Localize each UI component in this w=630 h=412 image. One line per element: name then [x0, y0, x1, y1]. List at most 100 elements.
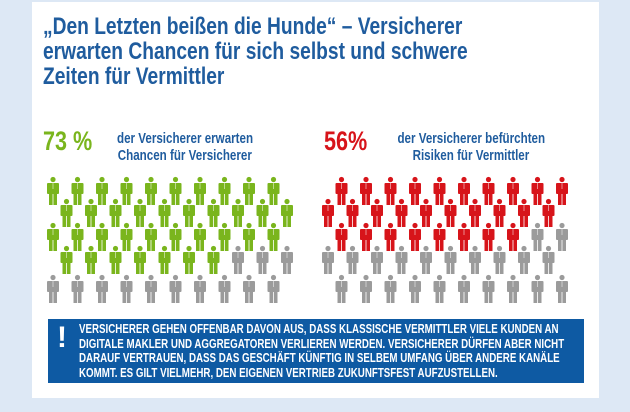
person-icon	[207, 198, 220, 227]
title-line: Zeiten für Vermittler	[43, 63, 225, 90]
person-icon	[469, 245, 481, 274]
person-icon	[458, 274, 470, 303]
stat-description-line: der Versicherer befürchten	[397, 131, 546, 147]
person-icon	[256, 245, 269, 274]
person-icon	[482, 222, 495, 251]
person-icon	[444, 245, 457, 274]
person-icon	[134, 245, 146, 274]
person-icon	[71, 176, 84, 205]
person-icon	[134, 198, 146, 227]
person-icon	[482, 274, 495, 303]
person-icon	[384, 222, 397, 251]
person-icon	[85, 245, 97, 274]
person-icon	[518, 198, 530, 227]
person-icon	[47, 222, 59, 251]
person-icon	[267, 274, 280, 303]
stat-description: der Versicherer erwarten Chancen für Ver…	[100, 131, 270, 165]
person-icon	[194, 176, 206, 205]
person-icon	[109, 245, 122, 274]
person-icon	[384, 274, 397, 303]
note-line: KOMMT. ES GILT VIELMEHR, DEN EIGENEN VER…	[79, 365, 498, 380]
person-icon	[395, 198, 408, 227]
person-icon	[96, 274, 108, 303]
page-title: „Den Letzten beißen die Hunde“ – Versich…	[43, 14, 574, 89]
person-icon	[232, 245, 244, 274]
person-icon	[346, 198, 359, 227]
person-icon	[458, 176, 470, 205]
title-line: erwarten Chancen für sich selbst und sch…	[43, 38, 468, 65]
person-icon	[120, 176, 133, 205]
person-icon	[542, 245, 555, 274]
note-text: VERSICHERER GEHEN OFFENBAR DAVON AUS, DA…	[79, 322, 630, 380]
person-icon	[507, 222, 519, 251]
person-icon	[60, 245, 73, 274]
person-icon	[335, 274, 348, 303]
person-icon	[322, 198, 334, 227]
person-icon	[256, 198, 269, 227]
stat-description-line: Risiken für Vermittler	[412, 148, 530, 164]
person-icon	[360, 274, 372, 303]
person-icon	[194, 274, 206, 303]
person-icon	[482, 176, 495, 205]
person-icon	[469, 198, 481, 227]
person-icon	[420, 245, 432, 274]
person-icon	[493, 198, 506, 227]
person-icon	[335, 222, 348, 251]
person-icon	[409, 274, 421, 303]
person-icon	[371, 198, 383, 227]
stat-percent: 73 %	[43, 126, 93, 156]
person-icon	[169, 222, 182, 251]
person-icon	[458, 222, 470, 251]
person-icon	[433, 274, 446, 303]
person-icon	[360, 176, 372, 205]
person-icon	[145, 176, 157, 205]
person-icon	[71, 274, 84, 303]
person-icon	[433, 176, 446, 205]
person-icon	[194, 222, 206, 251]
person-icon	[267, 222, 280, 251]
person-icon	[145, 274, 157, 303]
stat-description: der Versicherer befürchten Risiken für V…	[379, 131, 564, 165]
person-icon	[47, 274, 59, 303]
person-icon	[493, 245, 506, 274]
person-icon	[384, 176, 397, 205]
person-icon	[183, 198, 195, 227]
person-icon	[507, 274, 519, 303]
person-icon	[207, 245, 220, 274]
person-icon	[556, 176, 568, 205]
person-icon	[96, 222, 108, 251]
person-icon	[120, 274, 133, 303]
person-icon	[281, 198, 293, 227]
stat-description-line: Chancen für Versicherer	[117, 148, 253, 164]
note-line: VERSICHERER GEHEN OFFENBAR DAVON AUS, DA…	[79, 322, 559, 336]
person-icon	[531, 176, 544, 205]
person-icon	[158, 198, 171, 227]
note-line: DARAUF VERTRAUEN, DASS DAS GESCHÄFT KÜNF…	[79, 351, 560, 366]
person-icon	[85, 198, 97, 227]
title-line: „Den Letzten beißen die Hunde“ – Versich…	[43, 13, 463, 40]
person-icon	[218, 176, 231, 205]
person-icon	[444, 198, 457, 227]
person-icon	[371, 245, 383, 274]
person-icon	[96, 176, 108, 205]
person-icon	[243, 176, 255, 205]
note-box: ! VERSICHERER GEHEN OFFENBAR DAVON AUS, …	[48, 319, 584, 383]
person-icon	[232, 198, 244, 227]
person-icon	[218, 274, 231, 303]
person-icon	[145, 222, 157, 251]
person-icon	[158, 245, 171, 274]
person-icon	[531, 222, 544, 251]
person-icon	[409, 176, 421, 205]
person-icon	[267, 176, 280, 205]
person-icon	[71, 222, 84, 251]
person-icon	[395, 245, 408, 274]
person-icon	[281, 245, 293, 274]
person-icon	[183, 245, 195, 274]
person-icon	[433, 222, 446, 251]
person-icon	[542, 198, 555, 227]
exclamation-icon: !	[57, 321, 67, 354]
person-icon	[335, 176, 348, 205]
stat-description-line: der Versicherer erwarten	[117, 131, 254, 147]
person-icon	[556, 222, 568, 251]
